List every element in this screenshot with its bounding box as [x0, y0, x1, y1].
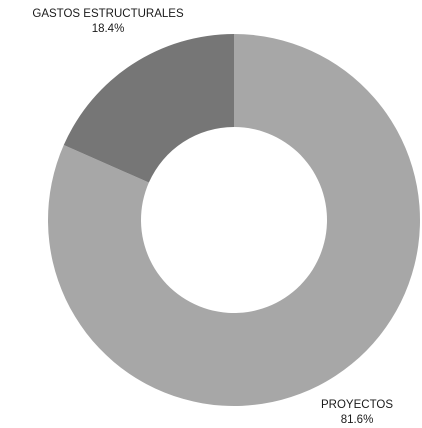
- slice-percent-gastos-estructurales: 18.4%: [92, 23, 125, 35]
- donut-slices: [47, 34, 420, 407]
- donut-slice-proyectos: [47, 34, 420, 407]
- slice-label-proyectos: PROYECTOS: [321, 399, 393, 411]
- slice-label-gastos-estructurales: GASTOS ESTRUCTURALES: [32, 8, 184, 20]
- slice-percent-proyectos: 81.6%: [341, 414, 374, 426]
- donut-slice-gastos-estructurales: [63, 34, 235, 183]
